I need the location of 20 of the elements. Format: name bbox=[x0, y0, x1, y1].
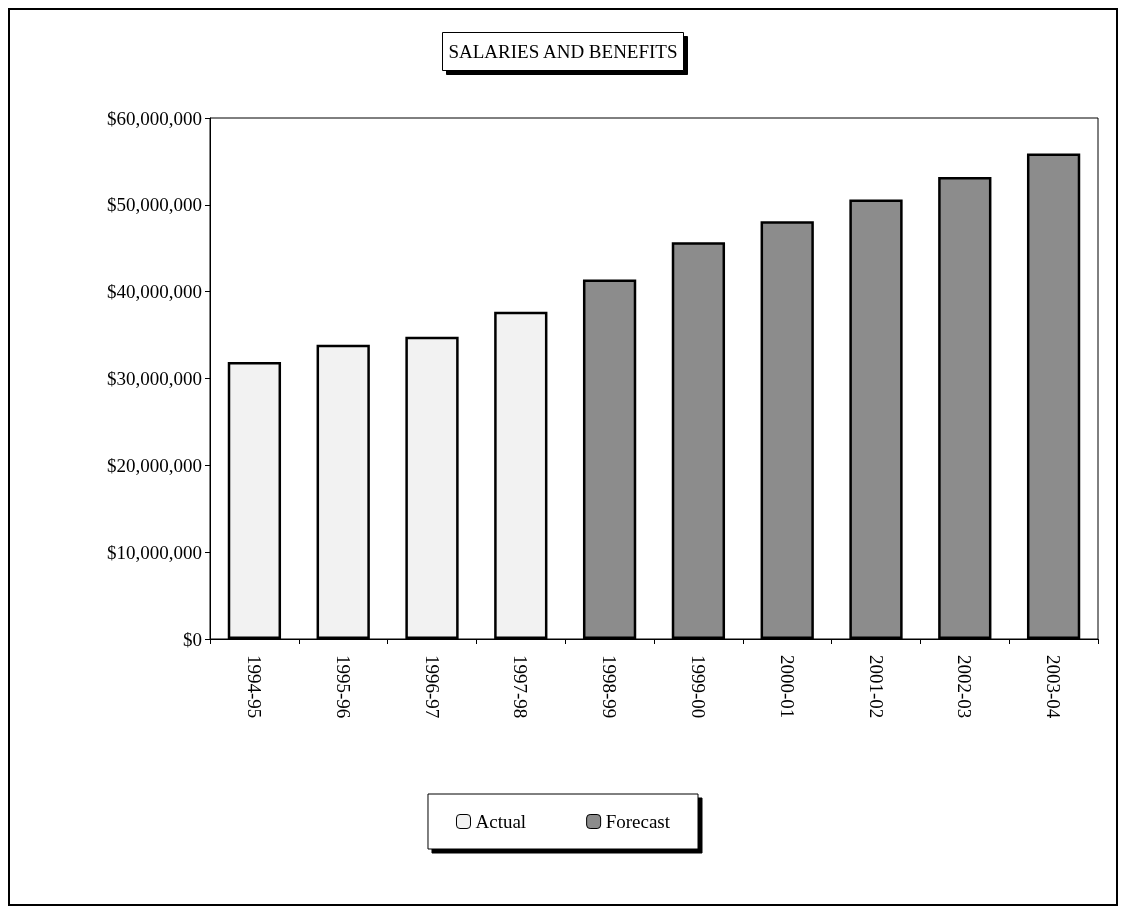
x-tick-label: 1999-00 bbox=[687, 655, 709, 719]
x-tick-label: 1995-96 bbox=[332, 655, 354, 719]
x-tick-label: 2000-01 bbox=[776, 655, 798, 719]
chart-title: SALARIES AND BENEFITS bbox=[448, 41, 678, 62]
x-tick-label: 1994-95 bbox=[243, 655, 265, 719]
x-tick-label: 2002-03 bbox=[954, 655, 976, 719]
legend-label: Actual bbox=[475, 811, 527, 832]
y-tick-label: $30,000,000 bbox=[107, 368, 202, 389]
y-tick-label: $50,000,000 bbox=[107, 194, 202, 216]
y-tick-label: $60,000,000 bbox=[107, 107, 202, 129]
x-tick-label: 2001-02 bbox=[865, 655, 887, 719]
x-tick-label: 2003-04 bbox=[1043, 655, 1065, 719]
y-tick-label: $10,000,000 bbox=[107, 541, 202, 563]
y-tick-label: $20,000,000 bbox=[107, 454, 202, 476]
legend-label: Forecast bbox=[605, 811, 671, 832]
x-tick-label: 1997-98 bbox=[510, 655, 532, 719]
y-tick-label: $40,000,000 bbox=[107, 281, 202, 303]
x-tick-label: 1998-99 bbox=[599, 655, 621, 719]
x-tick-label: 1996-97 bbox=[421, 655, 443, 719]
y-tick-label: $0 bbox=[183, 628, 202, 650]
